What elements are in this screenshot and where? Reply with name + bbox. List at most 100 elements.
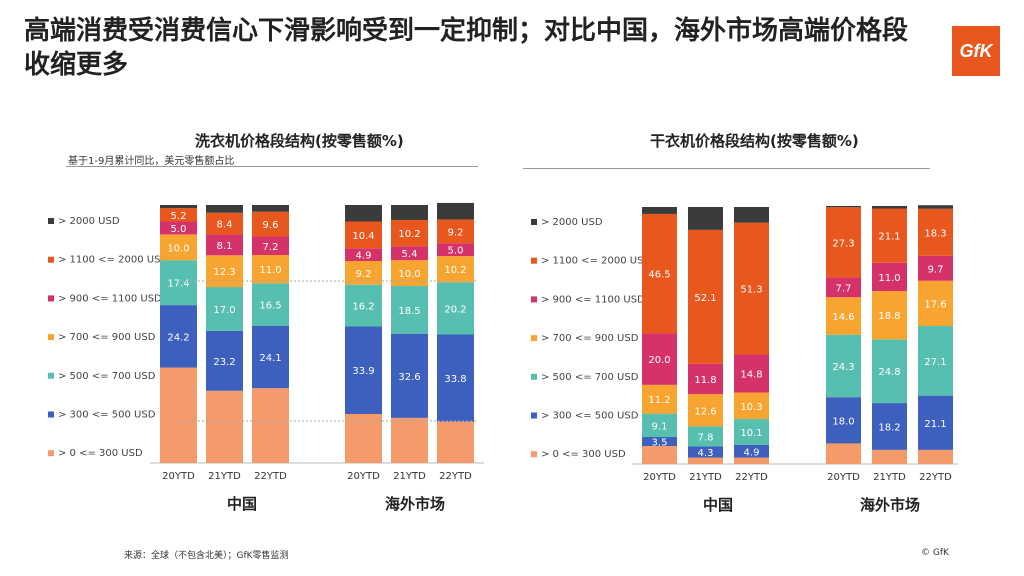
dryer-data-label: 12.6 <box>694 406 716 417</box>
washer-bar-segment <box>437 421 474 463</box>
dryer-data-label: 4.9 <box>744 447 760 458</box>
washer-bar-segment <box>391 219 428 247</box>
dryer-category-label: 21YTD <box>873 472 906 483</box>
washer-data-label: 16.2 <box>352 302 374 313</box>
dryer-data-label: 14.8 <box>740 370 762 381</box>
washer-bar-segment <box>437 243 474 257</box>
washer-bar-segment <box>252 388 289 463</box>
dryer-data-label: 9.7 <box>928 264 944 275</box>
dryer-bar-segment <box>734 444 769 458</box>
dryer-bar-segment <box>826 397 861 444</box>
washer-bar-segment <box>437 256 474 283</box>
washer-data-label: 17.0 <box>213 305 235 316</box>
dryer-data-label: 20.0 <box>648 355 670 366</box>
washer-bar-segment <box>252 326 289 389</box>
dryer-bar-segment <box>688 394 723 427</box>
washer-bar-segment <box>437 202 474 220</box>
dryer-category-label: 20YTD <box>643 472 676 483</box>
dryer-bar-segment <box>826 205 861 208</box>
washer-legend-swatch <box>48 334 54 341</box>
washer-bar-segment <box>345 284 382 327</box>
washer-data-label: 10.2 <box>398 229 420 240</box>
washer-bar-segment <box>345 260 382 285</box>
washer-category-label: 22YTD <box>439 471 472 482</box>
dryer-bar-segment <box>734 207 769 223</box>
washer-legend-label: > 300 <= 500 USD <box>58 410 156 421</box>
dryer-data-label: 11.8 <box>694 375 716 386</box>
washer-data-label: 10.0 <box>398 269 420 280</box>
washer-title-rule <box>66 166 478 167</box>
dryer-category-label: 22YTD <box>735 472 768 483</box>
washer-legend-label: > 900 <= 1100 USD <box>58 293 162 304</box>
washer-data-label: 24.2 <box>167 332 189 343</box>
dryer-bar-segment <box>872 262 907 292</box>
washer-bar-segment <box>160 205 197 209</box>
washer-legend-label: > 2000 USD <box>58 216 120 227</box>
dryer-bar-segment <box>826 207 861 278</box>
dryer-bar-segment <box>918 395 953 450</box>
washer-bar-segment <box>437 334 474 422</box>
washer-bar-segment <box>345 413 382 463</box>
washer-bar-segment <box>437 219 474 244</box>
washer-data-label: 33.9 <box>352 366 374 377</box>
dryer-data-label: 9.1 <box>652 421 668 432</box>
dryer-data-label: 11.2 <box>648 395 670 406</box>
dryer-bar-segment <box>688 363 723 395</box>
washer-data-label: 23.2 <box>213 357 235 368</box>
washer-bar-segment <box>206 234 243 256</box>
washer-data-label: 5.4 <box>402 249 418 260</box>
dryer-bar-segment <box>734 392 769 420</box>
dryer-data-label: 52.1 <box>694 293 716 304</box>
dryer-category-label: 21YTD <box>689 472 722 483</box>
dryer-data-label: 21.1 <box>924 419 946 430</box>
washer-category-label: 20YTD <box>347 471 380 482</box>
dryer-data-label: 10.3 <box>740 402 762 413</box>
washer-data-label: 12.3 <box>213 267 235 278</box>
washer-data-label: 9.2 <box>448 227 464 238</box>
washer-bar-segment <box>345 221 382 249</box>
washer-data-label: 4.9 <box>356 251 372 262</box>
dryer-legend-swatch <box>531 451 537 458</box>
dryer-bar-segment <box>642 213 677 334</box>
washer-bar-segment <box>206 255 243 288</box>
washer-chart-title: 洗衣机价格段结构(按零售额%) <box>195 132 404 150</box>
dryer-legend-swatch <box>531 219 537 225</box>
washer-bar-segment <box>391 246 428 261</box>
dryer-bar-segment <box>642 207 677 214</box>
washer-chart-note: 基于1-9月累计同比，美元零售额占比 <box>68 156 235 167</box>
dryer-bar-segment <box>688 207 723 230</box>
washer-data-label: 5.0 <box>448 246 464 257</box>
dryer-data-label: 17.6 <box>924 299 946 310</box>
dryer-legend-label: > 1100 <= 2000 USD <box>541 256 651 267</box>
dryer-bar-segment <box>642 384 677 414</box>
dryer-bar-segment <box>688 229 723 364</box>
dryer-legend-swatch <box>531 257 537 264</box>
washer-legend-swatch <box>48 450 54 457</box>
washer-bar-segment <box>160 367 197 463</box>
dryer-data-label: 3.5 <box>652 438 668 449</box>
washer-data-label: 17.4 <box>167 279 189 290</box>
washer-bar-segment <box>160 221 197 235</box>
dryer-bar-segment <box>918 325 953 396</box>
washer-legend-swatch <box>48 218 54 224</box>
dryer-data-label: 7.7 <box>836 283 852 294</box>
washer-bar-segment <box>252 236 289 256</box>
washer-bar-segment <box>391 205 428 220</box>
washer-data-label: 5.0 <box>171 224 187 235</box>
washer-data-label: 18.5 <box>398 306 420 317</box>
washer-data-label: 20.2 <box>444 304 466 315</box>
washer-data-label: 8.1 <box>217 241 233 252</box>
washer-bar-segment <box>252 211 289 237</box>
dryer-bar-segment <box>826 297 861 335</box>
washer-data-label: 24.1 <box>259 353 281 364</box>
washer-bar-segment <box>252 205 289 212</box>
washer-category-label: 20YTD <box>162 471 195 482</box>
washer-bar-segment <box>345 326 382 414</box>
washer-bar-segment <box>437 282 474 335</box>
washer-data-label: 10.2 <box>444 265 466 276</box>
page-title: 高端消费受消费信心下滑影响受到一定抑制；对比中国，海外市场高端价格段收缩更多 <box>24 16 909 80</box>
dryer-bar-segment <box>688 457 723 464</box>
washer-data-label: 10.0 <box>167 243 189 254</box>
